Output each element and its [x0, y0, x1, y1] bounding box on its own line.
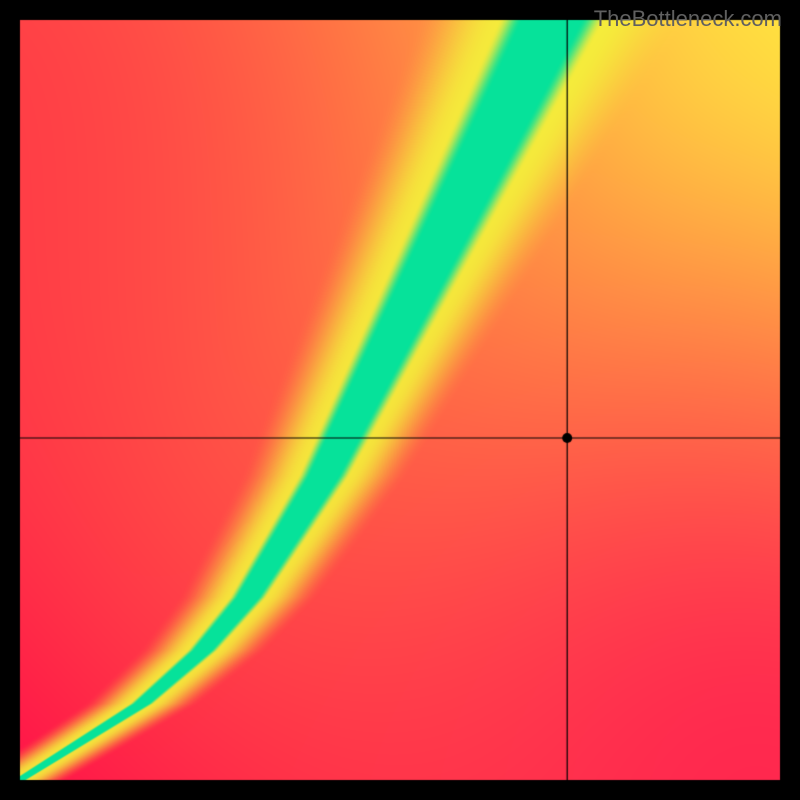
watermark-text: TheBottleneck.com — [594, 6, 782, 32]
bottleneck-heatmap — [0, 0, 800, 800]
chart-container: TheBottleneck.com — [0, 0, 800, 800]
